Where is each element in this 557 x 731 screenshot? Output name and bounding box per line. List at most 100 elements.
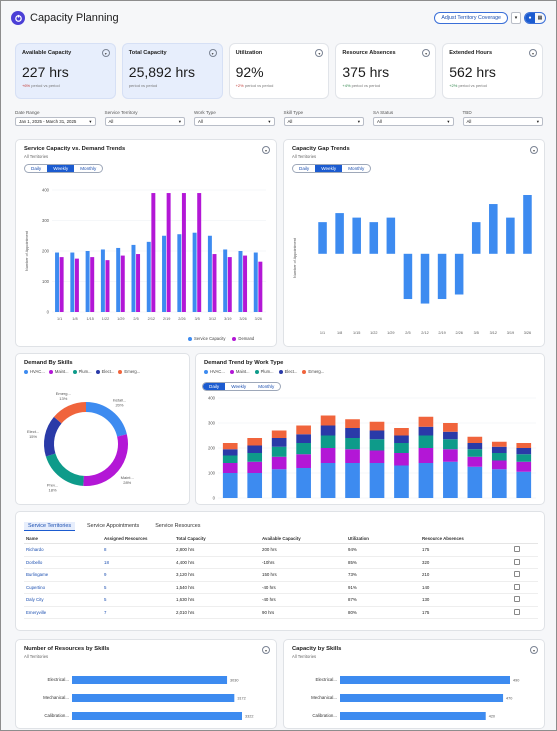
table-cell: 5 bbox=[102, 593, 174, 607]
row-action-icon[interactable] bbox=[512, 568, 538, 582]
row-menu-icon[interactable] bbox=[514, 546, 520, 553]
column-header[interactable]: Available Capacity bbox=[260, 534, 346, 544]
legend-item: Plum... bbox=[254, 369, 274, 374]
table-cell[interactable]: Daly City bbox=[24, 593, 102, 607]
tab-weekly[interactable]: Weekly bbox=[47, 165, 75, 172]
table-row[interactable]: Emeryville 7 2,010 hrs 90 hrs 80% 175 bbox=[24, 606, 538, 619]
row-menu-icon[interactable] bbox=[514, 596, 520, 603]
tab-monthly[interactable]: Monthly bbox=[258, 384, 275, 389]
row-action-icon[interactable] bbox=[512, 556, 538, 569]
kpi-resource-absences[interactable]: Resource Absences ▾ 375 hrs +4% period v… bbox=[335, 43, 437, 99]
stacked-segment bbox=[394, 435, 409, 443]
gap-bar bbox=[471, 222, 481, 254]
table-cell: 210 bbox=[420, 568, 512, 582]
tab-service-territories[interactable]: Service Territories bbox=[24, 522, 76, 531]
y-tick-label: 0 bbox=[47, 310, 50, 315]
stacked-segment bbox=[491, 469, 507, 498]
table-cell: 1,540 hrs bbox=[174, 581, 260, 594]
row-action-icon[interactable] bbox=[512, 606, 538, 619]
chevron-down-icon[interactable]: ▾ bbox=[530, 646, 538, 654]
kpi-available-capacity[interactable]: Available Capacity ▾ 227 hrs +6% period … bbox=[15, 43, 116, 99]
date-range-select[interactable]: Jan 1, 2025 - March 31, 2025 ▾ bbox=[15, 117, 96, 126]
tab-daily[interactable]: Daily bbox=[31, 166, 42, 171]
table-cell[interactable]: Burlingame bbox=[24, 568, 102, 582]
bar-capacity bbox=[207, 235, 212, 312]
tab-daily[interactable]: Daily bbox=[299, 166, 310, 171]
view-toggle[interactable]: ● ▦ bbox=[524, 12, 546, 24]
tab-weekly[interactable]: Weekly bbox=[315, 165, 343, 172]
table-row[interactable]: Daly City 5 1,630 hrs -40 hrs 87% 130 bbox=[24, 593, 538, 607]
column-header[interactable]: Utilization bbox=[346, 534, 420, 544]
row-action-icon[interactable] bbox=[512, 593, 538, 607]
tab-monthly[interactable]: Monthly bbox=[348, 166, 365, 171]
gap-bar bbox=[403, 253, 413, 300]
chevron-down-icon[interactable]: ▾ bbox=[530, 146, 538, 154]
filter-label: Date Range bbox=[15, 110, 40, 115]
table-row[interactable]: Cupertino 5 1,540 hrs -40 hrs 91% 140 bbox=[24, 581, 538, 594]
sa-status-select[interactable]: All ▾ bbox=[373, 117, 454, 126]
chart-view-icon[interactable]: ● bbox=[525, 13, 535, 23]
capacity-by-skills-chart: Electrical... 490 Mechanical... 470 Calibrat… bbox=[311, 676, 519, 720]
chevron-down-icon[interactable]: ▾ bbox=[101, 49, 110, 57]
chevron-down-icon[interactable]: ▾ bbox=[262, 146, 270, 154]
bar-demand bbox=[105, 260, 110, 312]
tab-service-appointments[interactable]: Service Appointments bbox=[87, 523, 140, 529]
x-tick-label: 3/19 bbox=[507, 331, 514, 335]
row-menu-icon[interactable] bbox=[514, 571, 520, 578]
bar-demand bbox=[212, 254, 217, 312]
kpi-utilization[interactable]: Utilization ▾ 92% +2% period vs period bbox=[228, 43, 330, 99]
row-menu-icon[interactable] bbox=[514, 558, 520, 565]
slice-label: Elect... bbox=[27, 429, 39, 434]
row-action-icon[interactable] bbox=[512, 581, 538, 594]
column-header[interactable]: Resource Absences bbox=[420, 534, 512, 544]
tab-weekly[interactable]: Weekly bbox=[231, 384, 247, 389]
table-cell[interactable]: Dorbello bbox=[24, 556, 102, 569]
chevron-down-icon[interactable]: ▾ bbox=[422, 49, 431, 57]
bar-capacity bbox=[192, 232, 197, 312]
tab-service-resources[interactable]: Service Resources bbox=[155, 523, 201, 529]
chevron-down-icon[interactable]: ▾ bbox=[528, 49, 537, 57]
table-row[interactable]: Burlingame 9 3,120 hrs 150 hrs 73% 210 bbox=[24, 568, 538, 582]
row-menu-icon[interactable] bbox=[514, 583, 520, 590]
tab-daily[interactable]: Daily bbox=[203, 383, 226, 390]
kpi-row: Available Capacity ▾ 227 hrs +6% period … bbox=[15, 43, 543, 99]
table-row[interactable]: Dorbello 18 4,400 hrs -10hrs 85% 320 bbox=[24, 556, 538, 569]
column-header[interactable]: Name bbox=[24, 534, 102, 544]
x-tick-label: 1/22 bbox=[102, 317, 109, 321]
work-type-select[interactable]: All ▾ bbox=[194, 117, 275, 126]
column-header[interactable]: Assigned Resources bbox=[102, 534, 174, 544]
chevron-down-icon[interactable]: ▾ bbox=[262, 646, 270, 654]
tbd-select[interactable]: All ▾ bbox=[462, 117, 543, 126]
x-tick-label: 3/5 bbox=[474, 331, 479, 335]
y-tick-label: 400 bbox=[208, 396, 216, 401]
table-view-icon[interactable]: ▦ bbox=[537, 15, 543, 21]
row-menu-icon[interactable] bbox=[514, 608, 520, 615]
period-toggle[interactable]: Daily Weekly Monthly bbox=[202, 382, 282, 391]
kpi-total-capacity[interactable]: Total Capacity ▾ 25,892 hrs period vs pe… bbox=[121, 43, 223, 99]
stacked-segment bbox=[222, 463, 238, 473]
stacked-segment bbox=[443, 439, 458, 450]
chevron-down-icon[interactable]: ▾ bbox=[511, 12, 521, 24]
adjust-territory-coverage-button[interactable]: Adjust Territory Coverage bbox=[434, 12, 508, 24]
table-cell[interactable]: Emeryville bbox=[24, 606, 102, 619]
column-header[interactable]: Total Capacity bbox=[174, 534, 260, 544]
table-cell: 3,120 hrs bbox=[174, 568, 260, 582]
service-territory-select[interactable]: All ▾ bbox=[104, 117, 185, 126]
legend-label: Elect... bbox=[101, 369, 115, 374]
stacked-segment bbox=[394, 428, 409, 436]
skill-type-select[interactable]: All ▾ bbox=[283, 117, 364, 126]
skill-bar bbox=[72, 694, 235, 702]
period-toggle[interactable]: Daily Weekly Monthly bbox=[24, 164, 104, 173]
row-action-icon[interactable] bbox=[512, 543, 538, 557]
table-cell[interactable]: Richardo bbox=[24, 543, 102, 557]
table-cell[interactable]: Cupertino bbox=[24, 581, 102, 594]
bar-category-label: Electrical... bbox=[48, 677, 69, 682]
kpi-extended-hours[interactable]: Extended Hours ▾ 562 hrs +2% period vs p… bbox=[442, 43, 543, 99]
tab-monthly[interactable]: Monthly bbox=[80, 166, 97, 171]
chevron-down-icon[interactable]: ▾ bbox=[315, 49, 324, 57]
chevron-down-icon[interactable]: ▾ bbox=[208, 49, 217, 57]
kpi-title: Available Capacity bbox=[22, 50, 72, 56]
period-toggle[interactable]: Daily Weekly Monthly bbox=[292, 164, 372, 173]
table-row[interactable]: Richardo 8 2,800 hrs 200 hrs 94% 175 bbox=[24, 543, 538, 557]
